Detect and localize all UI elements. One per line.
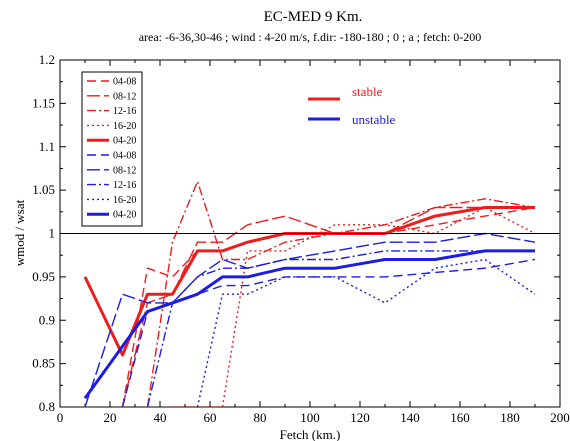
- y-tick-label: 1.05: [32, 182, 55, 197]
- chart-title: EC-MED 9 Km.: [264, 9, 363, 25]
- group-label: unstable: [352, 112, 396, 127]
- legend-box: [81, 71, 143, 227]
- series-line-stable-12-16: [146, 180, 536, 408]
- x-tick-label: 0: [57, 410, 64, 425]
- y-tick-label: 1.2: [39, 52, 55, 67]
- series-line-unstable-04-20: [83, 249, 535, 400]
- x-axis-label: Fetch (km.): [280, 427, 341, 441]
- legend-label: 08-12: [113, 91, 136, 102]
- legend-label: 08-12: [113, 165, 136, 176]
- legend-label: 16-20: [113, 121, 136, 132]
- legend-label: 04-08: [113, 151, 136, 162]
- legend-label: 12-16: [113, 106, 136, 117]
- legend-label: 04-20: [113, 210, 136, 221]
- x-tick-label: 200: [550, 410, 570, 425]
- y-tick-label: 1: [49, 226, 56, 241]
- x-tick-label: 160: [450, 410, 470, 425]
- x-tick-label: 80: [254, 410, 267, 425]
- x-tick-label: 40: [154, 410, 167, 425]
- series-line-stable-04-20: [83, 206, 535, 357]
- x-tick-label: 180: [500, 410, 520, 425]
- axis-ticks: 0 20 40 60 80 100 120 140 160 180 200 0.8 0.85 0.9 0.9…: [32, 52, 570, 425]
- legend-label: 04-08: [113, 77, 136, 88]
- x-tick-label: 60: [204, 410, 217, 425]
- legend-label: 04-20: [113, 136, 136, 147]
- y-tick-label: 1.15: [32, 95, 55, 110]
- y-tick-label: 1.1: [39, 139, 55, 154]
- series-line-unstable-16-20: [196, 258, 536, 408]
- chart-subtitle: area: -6-36,30-46 ; wind : 4-20 m/s, f.d…: [139, 30, 482, 44]
- x-tick-label: 100: [300, 410, 320, 425]
- series-lines: [83, 180, 536, 408]
- y-tick-label: 0.9: [39, 312, 55, 327]
- group-label: stable: [352, 84, 383, 99]
- legend-label: 16-20: [113, 195, 136, 206]
- y-tick-label: 0.8: [39, 399, 55, 414]
- series-line-stable-04-08: [121, 206, 536, 408]
- series-line-stable-08-12: [121, 206, 535, 408]
- legend-label: 12-16: [113, 180, 136, 191]
- y-tick-label: 0.85: [32, 356, 55, 371]
- x-tick-label: 120: [350, 410, 370, 425]
- y-tick-label: 0.95: [32, 269, 55, 284]
- x-tick-label: 140: [400, 410, 420, 425]
- y-axis-label: wmod / wsat: [12, 199, 27, 266]
- group-labels: stable unstable: [308, 84, 396, 127]
- series-line-unstable-12-16: [146, 250, 535, 408]
- legend: 04-08 08-12 12-16 16-20 04-20 04-08 08-12 12-16…: [81, 71, 143, 227]
- x-tick-label: 20: [104, 410, 117, 425]
- series-line-unstable-04-08: [121, 258, 536, 408]
- series-line-stable-16-20: [172, 206, 536, 408]
